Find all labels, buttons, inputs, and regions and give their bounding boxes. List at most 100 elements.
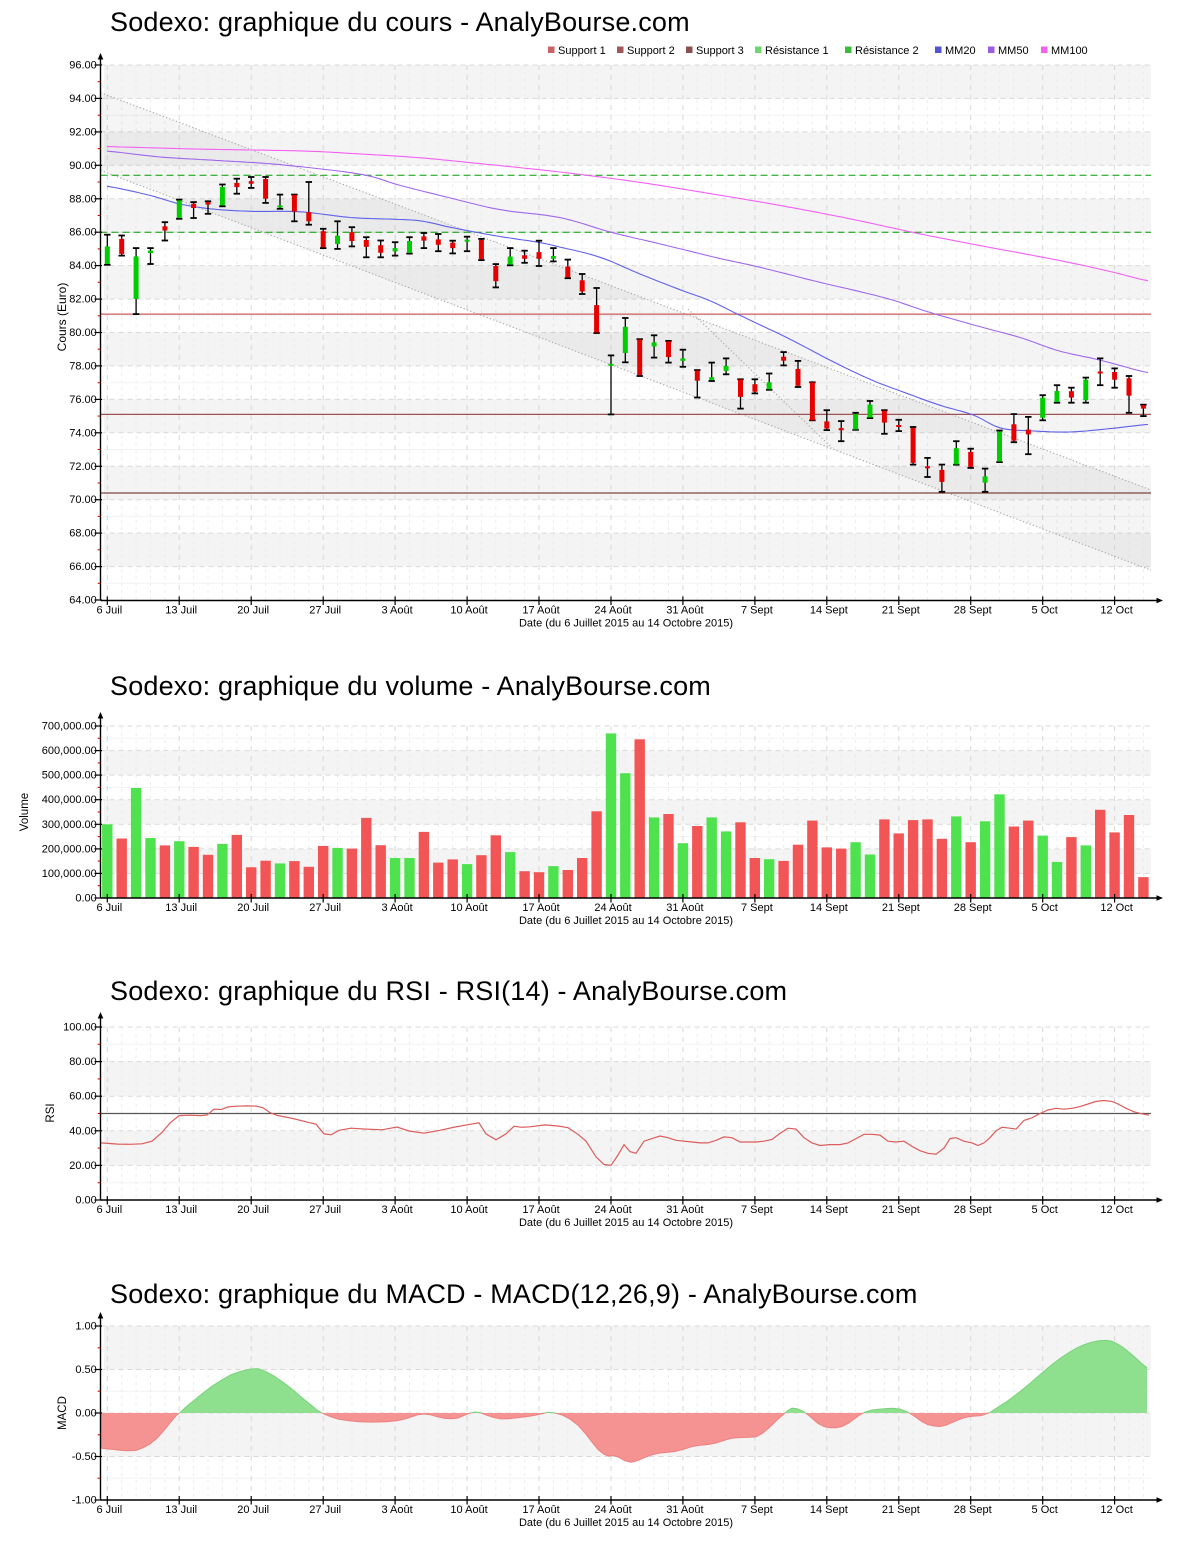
svg-text:64.00: 64.00 <box>69 595 97 607</box>
svg-text:28 Sept: 28 Sept <box>954 605 992 617</box>
svg-text:80.00: 80.00 <box>69 1056 97 1068</box>
svg-text:10 Août: 10 Août <box>450 1204 487 1216</box>
svg-text:27 Juil: 27 Juil <box>309 902 341 914</box>
svg-text:7 Sept: 7 Sept <box>741 605 773 617</box>
svg-text:3 Août: 3 Août <box>381 1504 412 1516</box>
svg-text:0.00: 0.00 <box>75 1195 96 1207</box>
svg-text:10 Août: 10 Août <box>450 605 487 617</box>
svg-text:92.00: 92.00 <box>69 126 97 138</box>
svg-text:Sodexo: graphique du cours - A: Sodexo: graphique du cours - AnalyBourse… <box>110 7 690 37</box>
svg-text:Volume: Volume <box>19 793 31 831</box>
svg-text:1.00: 1.00 <box>75 1321 96 1333</box>
svg-text:-1.00: -1.00 <box>72 1495 97 1507</box>
svg-text:84.00: 84.00 <box>69 260 97 272</box>
svg-text:500,000.00: 500,000.00 <box>42 770 97 782</box>
svg-text:78.00: 78.00 <box>69 360 97 372</box>
svg-text:12 Oct: 12 Oct <box>1100 605 1132 617</box>
svg-text:Date (du 6 Juillet 2015 au 14: Date (du 6 Juillet 2015 au 14 Octobre 20… <box>519 1517 733 1529</box>
svg-text:Sodexo: graphique du volume -: Sodexo: graphique du volume - AnalyBours… <box>110 671 711 701</box>
svg-text:90.00: 90.00 <box>69 160 97 172</box>
svg-text:5 Oct: 5 Oct <box>1032 1504 1058 1516</box>
svg-text:76.00: 76.00 <box>69 394 97 406</box>
svg-text:3 Août: 3 Août <box>381 1204 412 1216</box>
svg-text:24 Août: 24 Août <box>594 902 631 914</box>
svg-text:17 Août: 17 Août <box>522 1204 559 1216</box>
svg-text:14 Sept: 14 Sept <box>810 605 848 617</box>
svg-text:27 Juil: 27 Juil <box>309 1504 341 1516</box>
svg-text:0.00: 0.00 <box>75 893 96 905</box>
svg-text:7 Sept: 7 Sept <box>741 902 773 914</box>
svg-text:31 Août: 31 Août <box>666 605 703 617</box>
svg-text:68.00: 68.00 <box>69 528 97 540</box>
svg-text:72.00: 72.00 <box>69 461 97 473</box>
svg-text:70.00: 70.00 <box>69 494 97 506</box>
svg-text:28 Sept: 28 Sept <box>954 1204 992 1216</box>
svg-text:200,000.00: 200,000.00 <box>42 843 97 855</box>
svg-text:Date (du 6 Juillet 2015 au 14: Date (du 6 Juillet 2015 au 14 Octobre 20… <box>519 915 733 927</box>
svg-text:Sodexo: graphique du MACD - MA: Sodexo: graphique du MACD - MACD(12,26,9… <box>110 1279 918 1309</box>
svg-text:7 Sept: 7 Sept <box>741 1504 773 1516</box>
svg-text:7 Sept: 7 Sept <box>741 1204 773 1216</box>
svg-text:13 Juil: 13 Juil <box>165 902 197 914</box>
svg-text:MACD: MACD <box>57 1396 69 1430</box>
svg-text:Sodexo: graphique du RSI - RSI: Sodexo: graphique du RSI - RSI(14) - Ana… <box>110 976 787 1006</box>
svg-text:66.00: 66.00 <box>69 561 97 573</box>
svg-text:20 Juil: 20 Juil <box>237 1504 269 1516</box>
svg-text:21 Sept: 21 Sept <box>882 1204 920 1216</box>
svg-text:10 Août: 10 Août <box>450 1504 487 1516</box>
svg-text:5 Oct: 5 Oct <box>1032 605 1058 617</box>
svg-text:MM100: MM100 <box>1051 45 1088 57</box>
svg-text:14 Sept: 14 Sept <box>810 1204 848 1216</box>
svg-text:Support 1: Support 1 <box>558 45 606 57</box>
svg-text:17 Août: 17 Août <box>522 902 559 914</box>
svg-text:17 Août: 17 Août <box>522 1504 559 1516</box>
svg-text:20 Juil: 20 Juil <box>237 1204 269 1216</box>
svg-text:400,000.00: 400,000.00 <box>42 794 97 806</box>
svg-text:0.50: 0.50 <box>75 1364 96 1376</box>
svg-text:6 Juil: 6 Juil <box>96 605 122 617</box>
svg-text:12 Oct: 12 Oct <box>1100 1504 1132 1516</box>
svg-text:Support 3: Support 3 <box>696 45 744 57</box>
svg-text:24 Août: 24 Août <box>594 1204 631 1216</box>
svg-text:3 Août: 3 Août <box>381 902 412 914</box>
svg-text:60.00: 60.00 <box>69 1091 97 1103</box>
svg-text:Résistance 1: Résistance 1 <box>765 45 829 57</box>
svg-text:100,000.00: 100,000.00 <box>42 868 97 880</box>
svg-text:24 Août: 24 Août <box>594 1504 631 1516</box>
svg-text:MM20: MM20 <box>945 45 976 57</box>
svg-text:Date (du 6 Juillet 2015 au 14: Date (du 6 Juillet 2015 au 14 Octobre 20… <box>519 618 733 630</box>
svg-text:20 Juil: 20 Juil <box>237 605 269 617</box>
svg-text:31 Août: 31 Août <box>666 902 703 914</box>
svg-text:Cours (Euro): Cours (Euro) <box>55 283 69 352</box>
svg-text:600,000.00: 600,000.00 <box>42 745 97 757</box>
svg-text:MM50: MM50 <box>998 45 1029 57</box>
svg-text:21 Sept: 21 Sept <box>882 605 920 617</box>
svg-text:300,000.00: 300,000.00 <box>42 819 97 831</box>
svg-text:5 Oct: 5 Oct <box>1032 902 1058 914</box>
svg-text:31 Août: 31 Août <box>666 1204 703 1216</box>
svg-text:13 Juil: 13 Juil <box>165 1204 197 1216</box>
svg-text:20.00: 20.00 <box>69 1160 97 1172</box>
svg-text:82.00: 82.00 <box>69 294 97 306</box>
svg-text:100.00: 100.00 <box>63 1022 97 1034</box>
svg-text:28 Sept: 28 Sept <box>954 1504 992 1516</box>
svg-text:700,000.00: 700,000.00 <box>42 721 97 733</box>
svg-text:27 Juil: 27 Juil <box>309 1204 341 1216</box>
svg-text:13 Juil: 13 Juil <box>165 605 197 617</box>
svg-text:86.00: 86.00 <box>69 227 97 239</box>
svg-text:28 Sept: 28 Sept <box>954 902 992 914</box>
svg-text:17 Août: 17 Août <box>522 605 559 617</box>
svg-text:20 Juil: 20 Juil <box>237 902 269 914</box>
svg-text:Date (du 6 Juillet 2015 au 14: Date (du 6 Juillet 2015 au 14 Octobre 20… <box>519 1217 733 1229</box>
svg-text:RSI: RSI <box>45 1103 57 1122</box>
svg-text:24 Août: 24 Août <box>594 605 631 617</box>
svg-text:13 Juil: 13 Juil <box>165 1504 197 1516</box>
svg-text:5 Oct: 5 Oct <box>1032 1204 1058 1216</box>
svg-text:10 Août: 10 Août <box>450 902 487 914</box>
svg-text:40.00: 40.00 <box>69 1125 97 1137</box>
svg-text:21 Sept: 21 Sept <box>882 902 920 914</box>
svg-text:14 Sept: 14 Sept <box>810 1504 848 1516</box>
svg-text:14 Sept: 14 Sept <box>810 902 848 914</box>
svg-text:74.00: 74.00 <box>69 427 97 439</box>
svg-text:80.00: 80.00 <box>69 327 97 339</box>
